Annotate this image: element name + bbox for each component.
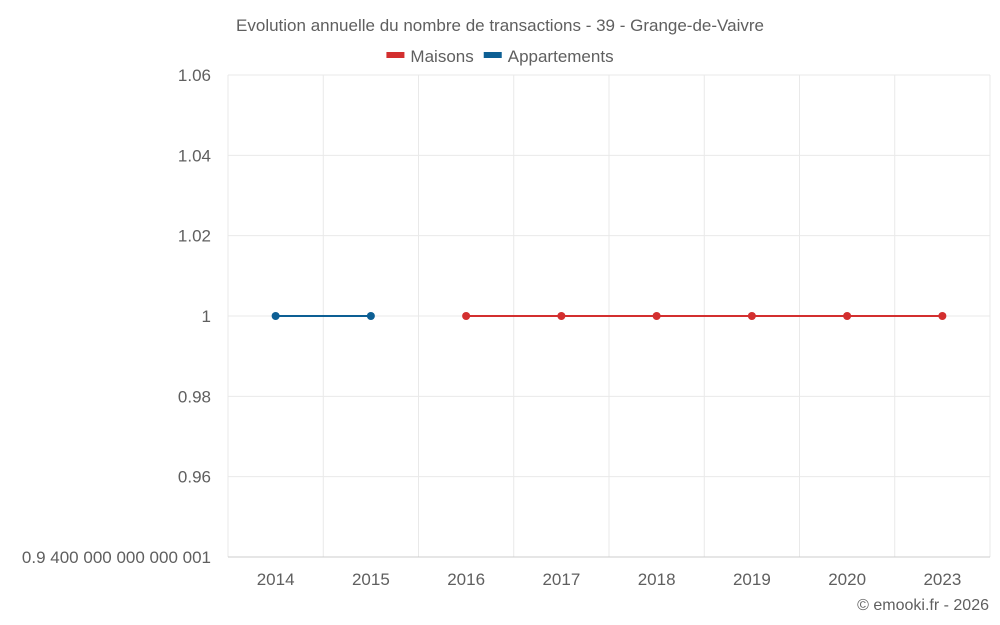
legend-item-maisons[interactable]: Maisons — [386, 47, 474, 66]
legend-item-appartements[interactable]: Appartements — [483, 47, 614, 66]
series-appartements — [271, 312, 375, 320]
legend-label: Appartements — [508, 47, 614, 66]
chart-title: Evolution annuelle du nombre de transact… — [236, 16, 764, 35]
y-tick-label: 0.98 — [178, 387, 211, 406]
y-axis-ticks: 1.06 1.04 1.02 1 0.98 0.96 0.9 400 000 000 000… — [22, 66, 211, 567]
data-point[interactable] — [747, 312, 756, 320]
series-maisons — [462, 312, 947, 320]
x-tick-label: 2014 — [257, 570, 295, 589]
data-point[interactable] — [557, 312, 566, 320]
x-tick-label: 2019 — [733, 570, 771, 589]
legend-label: Maisons — [410, 47, 473, 66]
data-point[interactable] — [843, 312, 852, 320]
credit-text: © emooki.fr - 2026 — [857, 597, 989, 614]
legend-swatch — [483, 52, 502, 58]
data-point[interactable] — [652, 312, 661, 320]
y-tick-label: 0.96 — [178, 468, 211, 487]
data-point[interactable] — [938, 312, 947, 320]
y-tick-label: 1.02 — [178, 227, 211, 246]
data-point[interactable] — [366, 312, 375, 320]
x-tick-label: 2015 — [352, 570, 390, 589]
x-tick-label: 2018 — [638, 570, 676, 589]
y-tick-label: 1.06 — [178, 66, 211, 85]
x-axis-ticks: 2014 2015 2016 2017 2018 2019 2020 2023 — [257, 570, 962, 589]
data-point[interactable] — [462, 312, 471, 320]
x-tick-label: 2023 — [923, 570, 961, 589]
series-layer — [271, 312, 947, 320]
data-point[interactable] — [271, 312, 280, 320]
x-tick-label: 2016 — [447, 570, 485, 589]
y-tick-label: 0.9 400 000 000 000 001 — [22, 548, 211, 567]
x-tick-label: 2017 — [542, 570, 580, 589]
legend-swatch — [386, 52, 405, 58]
y-tick-label: 1 — [202, 307, 211, 326]
legend: Maisons Appartements — [386, 47, 614, 66]
x-tick-label: 2020 — [828, 570, 866, 589]
y-tick-label: 1.04 — [178, 146, 211, 165]
